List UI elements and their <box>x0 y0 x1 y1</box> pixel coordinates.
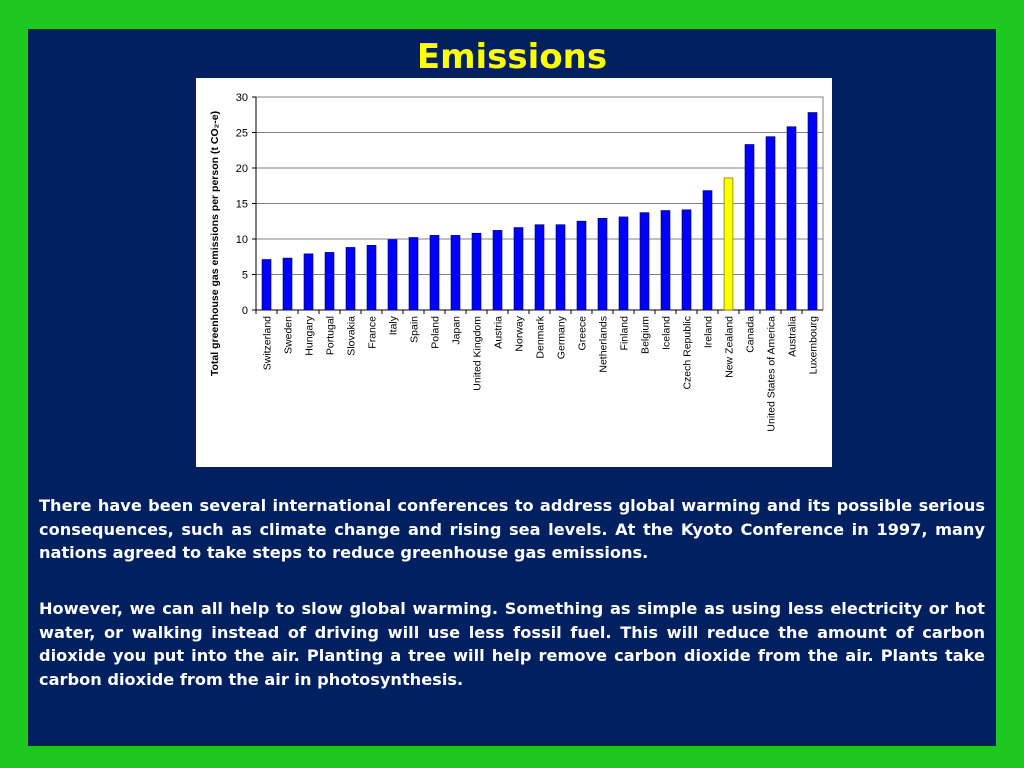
x-tick-label: Finland <box>619 316 631 351</box>
bar <box>765 136 776 311</box>
x-tick-label: Switzerland <box>262 316 274 370</box>
bar <box>303 253 314 311</box>
x-tick-label: Spain <box>409 316 421 343</box>
y-tick-label: 15 <box>236 199 248 211</box>
emissions-chart: 0 5 10 15 20 25 30 Switzerland Sweden Hungary Port… <box>196 78 832 467</box>
chart-svg: 0 5 10 15 20 25 30 Switzerland Sweden Hungary Port… <box>209 92 824 432</box>
bar <box>471 232 482 311</box>
y-tick-label: 5 <box>242 270 248 282</box>
bar <box>618 216 629 311</box>
x-tick-label: Portugal <box>325 316 337 355</box>
x-tick-label: Canada <box>745 316 757 353</box>
x-tick-label: Japan <box>451 316 463 345</box>
bar <box>324 252 335 311</box>
x-tick-label: Luxembourg <box>808 316 820 375</box>
x-tick-label: Italy <box>388 315 400 335</box>
bar <box>492 230 503 311</box>
x-tick-label: Norway <box>514 315 526 351</box>
bar <box>786 126 797 311</box>
y-axis-title: Total greenhouse gas emissions per perso… <box>209 111 221 376</box>
bar <box>408 237 419 311</box>
x-tick-label: Netherlands <box>598 316 610 373</box>
bar <box>723 177 734 311</box>
x-tick-label: Belgium <box>640 316 652 354</box>
x-tick-label: Austria <box>493 316 505 349</box>
x-tick-label: Poland <box>430 316 442 349</box>
bar <box>366 244 377 311</box>
bar <box>429 235 440 311</box>
bar <box>807 112 818 311</box>
y-tick-label: 25 <box>236 128 248 140</box>
bar <box>282 257 293 311</box>
x-tick-label: Czech Republic <box>682 316 694 390</box>
slide: Emissions 0 5 10 15 20 25 30 Switzerland Sweden H… <box>28 29 996 746</box>
x-tick-label: Ireland <box>703 316 715 348</box>
bar <box>702 190 713 311</box>
bar <box>660 210 671 311</box>
x-tick-label: Denmark <box>535 315 547 358</box>
bar <box>387 239 398 311</box>
x-tick-label: Germany <box>556 315 568 359</box>
bar <box>450 235 461 311</box>
bar <box>639 212 650 311</box>
y-tick-label: 30 <box>236 92 248 104</box>
y-tick-label: 20 <box>236 163 248 175</box>
bar <box>534 224 545 311</box>
bar <box>576 220 587 311</box>
slide-title: Emissions <box>416 37 608 77</box>
bar <box>261 259 272 311</box>
x-tick-label: Slovakia <box>346 316 358 356</box>
paragraph-kyoto: There have been several international co… <box>39 496 985 562</box>
x-tick-label: Australia <box>787 316 799 357</box>
x-tick-label: Sweden <box>283 316 295 354</box>
x-tick-label: United States of America <box>766 316 778 432</box>
x-tick-label: United Kingdom <box>472 316 484 391</box>
bar <box>744 144 755 311</box>
bar <box>555 224 566 311</box>
x-tick-label: Iceland <box>661 316 673 350</box>
x-tick-label: Greece <box>577 316 589 351</box>
x-tick-label: France <box>367 316 379 349</box>
bar <box>597 218 608 311</box>
y-tick-label: 0 <box>242 305 248 317</box>
x-tick-label: Hungary <box>304 315 316 355</box>
x-tick-label: New Zealand <box>724 316 736 378</box>
bar <box>345 247 356 311</box>
bar <box>513 227 524 311</box>
paragraph-help: However, we can all help to slow global … <box>39 599 985 689</box>
bar <box>681 209 692 311</box>
y-tick-label: 10 <box>236 234 248 246</box>
